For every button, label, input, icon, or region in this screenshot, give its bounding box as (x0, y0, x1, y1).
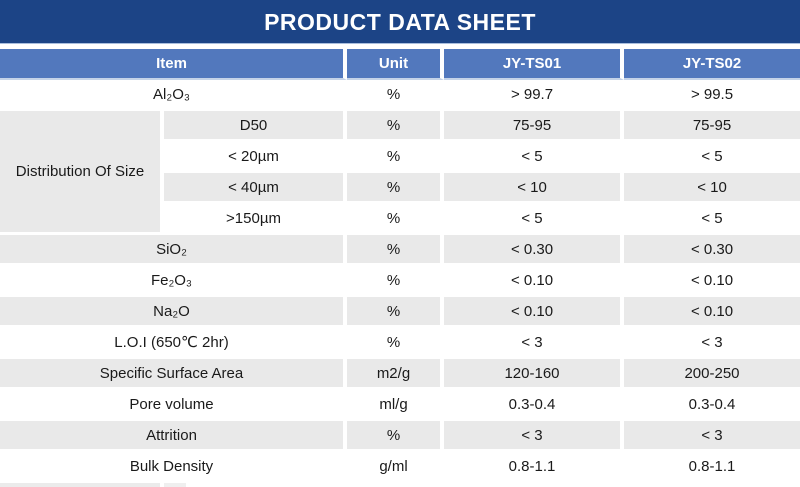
column-header-jyts02: JY-TS02 (624, 49, 800, 80)
item-cell: < 20µm (164, 142, 347, 173)
value-cell-jyts02: < 3 (624, 328, 800, 359)
item-cell: Fe₂O₃ (0, 266, 347, 297)
title-bar: PRODUCT DATA SHEET (0, 0, 800, 44)
table-row: < 40µm% < 10 < 10 (0, 173, 800, 204)
item-cell: Specific Surface Area (0, 359, 347, 390)
table-row: < 20µm% < 5 < 5 (0, 142, 800, 173)
value-cell-jyts02: < 5 (624, 142, 800, 173)
partial-cell (164, 483, 186, 487)
value-cell-jyts01: < 5 (444, 204, 624, 235)
value-cell-jyts01: 0.3-0.4 (444, 390, 624, 421)
partial-row-sliver (0, 483, 800, 487)
value-cell-jyts01: < 3 (444, 421, 624, 452)
value-cell-jyts01: < 0.10 (444, 266, 624, 297)
table-row: Bulk Density g/ml 0.8-1.1 0.8-1.1 (0, 452, 800, 483)
value-cell-jyts02: < 0.30 (624, 235, 800, 266)
value-cell-jyts01: < 3 (444, 328, 624, 359)
item-cell: D50 (164, 111, 347, 142)
table-row: Fe₂O₃% < 0.10 < 0.10 (0, 266, 800, 297)
cell-gap (160, 483, 164, 487)
table-row: SiO₂% < 0.30 < 0.30 (0, 235, 800, 266)
item-cell: Attrition (0, 421, 347, 452)
table-row: Distribution Of Size D50% 75-95 75-95 (0, 111, 800, 235)
value-cell-jyts02: < 3 (624, 421, 800, 452)
unit-cell: % (347, 80, 444, 111)
value-cell-jyts02: < 10 (624, 173, 800, 204)
value-cell-jyts02: 0.3-0.4 (624, 390, 800, 421)
column-header-unit: Unit (347, 49, 444, 80)
unit-cell: % (347, 328, 444, 359)
table-row: Specific Surface Area m2/g 120-160 200-250 (0, 359, 800, 390)
unit-cell: % (347, 173, 444, 204)
table-row: L.O.I (650℃ 2hr)% < 3 < 3 (0, 328, 800, 359)
item-cell: < 40µm (164, 173, 347, 204)
value-cell-jyts01: 75-95 (444, 111, 624, 142)
value-cell-jyts01: < 0.30 (444, 235, 624, 266)
value-cell-jyts02: < 0.10 (624, 266, 800, 297)
unit-cell: g/ml (347, 452, 444, 483)
item-cell: Al₂O₃ (0, 80, 347, 111)
value-cell-jyts02: 75-95 (624, 111, 800, 142)
partial-cell (0, 483, 160, 487)
value-cell-jyts02: 0.8-1.1 (624, 452, 800, 483)
value-cell-jyts02: > 99.5 (624, 80, 800, 111)
value-cell-jyts01: < 10 (444, 173, 624, 204)
value-cell-jyts01: 120-160 (444, 359, 624, 390)
page-title: PRODUCT DATA SHEET (264, 9, 536, 35)
table-body: Al₂O₃% > 99.7 > 99.5 Distribution Of Size D5… (0, 80, 800, 483)
value-cell-jyts01: 0.8-1.1 (444, 452, 624, 483)
unit-cell: % (347, 204, 444, 235)
spec-table: Item Unit JY-TS01 JY-TS02 Al₂O₃% > 99.7 > … (0, 49, 800, 483)
value-cell-jyts02: < 5 (624, 204, 800, 235)
table-row: >150µm% < 5 < 5 (0, 204, 800, 235)
unit-cell: % (347, 235, 444, 266)
item-cell: SiO₂ (0, 235, 347, 266)
table-row: Al₂O₃% > 99.7 > 99.5 (0, 80, 800, 111)
group-cell: Distribution Of Size (0, 111, 164, 235)
item-cell: L.O.I (650℃ 2hr) (0, 328, 347, 359)
unit-cell: % (347, 266, 444, 297)
column-header-item: Item (0, 49, 347, 80)
item-cell: >150µm (164, 204, 347, 235)
item-cell: Pore volume (0, 390, 347, 421)
value-cell-jyts01: < 0.10 (444, 297, 624, 328)
table-row: Attrition% < 3 < 3 (0, 421, 800, 452)
value-cell-jyts02: 200-250 (624, 359, 800, 390)
header-row: Item Unit JY-TS01 JY-TS02 (0, 49, 800, 80)
item-cell: Na₂O (0, 297, 347, 328)
value-cell-jyts01: > 99.7 (444, 80, 624, 111)
unit-cell: % (347, 111, 444, 142)
unit-cell: ml/g (347, 390, 444, 421)
value-cell-jyts01: < 5 (444, 142, 624, 173)
unit-cell: % (347, 297, 444, 328)
unit-cell: % (347, 421, 444, 452)
unit-cell: m2/g (347, 359, 444, 390)
column-header-jyts01: JY-TS01 (444, 49, 624, 80)
table-row: Pore volume ml/g 0.3-0.4 0.3-0.4 (0, 390, 800, 421)
table-row: Na₂O% < 0.10 < 0.10 (0, 297, 800, 328)
unit-cell: % (347, 142, 444, 173)
item-cell: Bulk Density (0, 452, 347, 483)
value-cell-jyts02: < 0.10 (624, 297, 800, 328)
